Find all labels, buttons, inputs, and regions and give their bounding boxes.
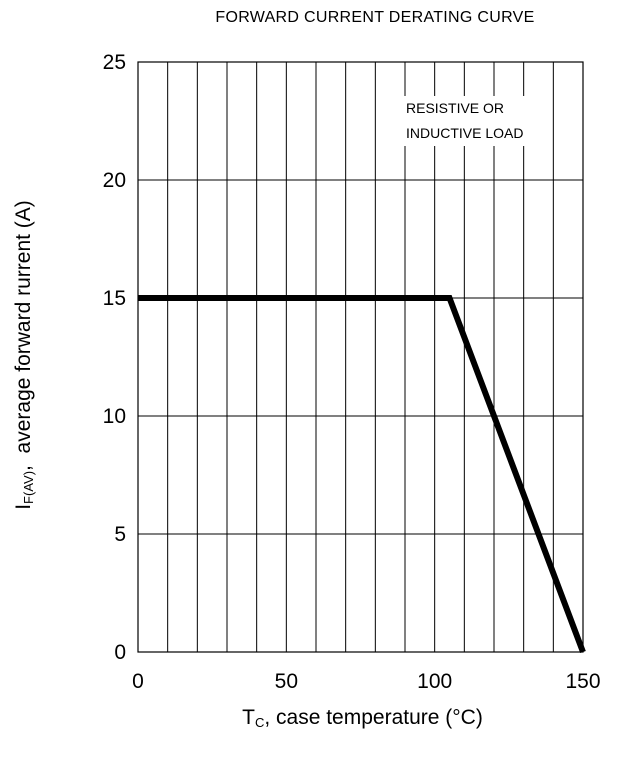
x-tick-label: 100 [417, 670, 452, 693]
y-axis-label-sub: F(AV) [21, 471, 36, 504]
x-tick-label: 0 [132, 670, 144, 693]
y-tick-label: 10 [103, 405, 126, 428]
derating-curve [138, 298, 583, 652]
y-axis-label-rest: , average forward rurrent (A) [12, 200, 35, 471]
x-tick-label: 50 [275, 670, 298, 693]
annotation-line-2: INDUCTIVE LOAD [406, 121, 523, 146]
y-tick-label: 0 [114, 641, 126, 664]
annotation-line-1: RESISTIVE OR [406, 96, 523, 121]
plot-frame [138, 62, 583, 652]
load-annotation: RESISTIVE OR INDUCTIVE LOAD [402, 96, 527, 146]
y-axis-label: IF(AV), average forward rurrent (A) [12, 200, 36, 510]
chart-title: FORWARD CURRENT DERATING CURVE [140, 9, 610, 27]
series-layer [138, 298, 583, 652]
tick-labels: 0 50 100 150 0 5 10 15 20 25 [103, 51, 601, 693]
x-axis-label-sub: C [255, 715, 264, 730]
x-axis-label-main: T [242, 706, 255, 729]
grid [138, 62, 583, 652]
y-axis-label-main: I [12, 504, 35, 510]
x-axis-label: TC, case temperature (°C) [140, 706, 585, 730]
y-tick-label: 25 [103, 51, 126, 74]
y-tick-label: 20 [103, 169, 126, 192]
y-tick-label: 15 [103, 287, 126, 310]
x-tick-label: 150 [565, 670, 600, 693]
y-tick-label: 5 [114, 523, 126, 546]
x-axis-label-rest: , case temperature (°C) [264, 706, 482, 729]
